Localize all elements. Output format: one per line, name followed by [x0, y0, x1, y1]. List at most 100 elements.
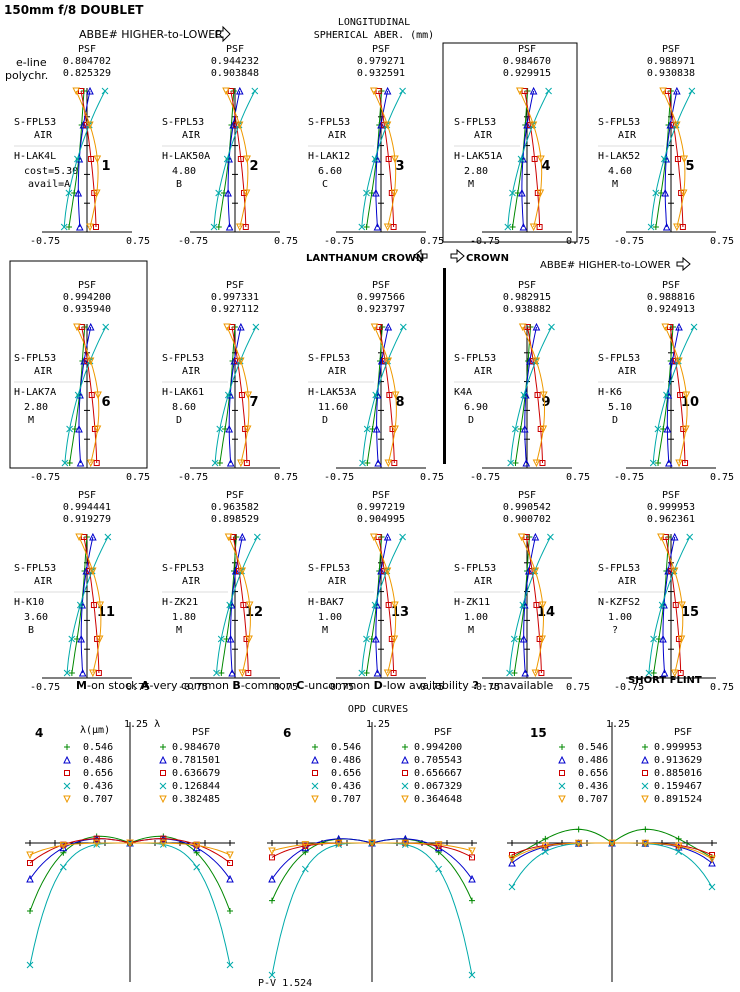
inverted-triangle-marker — [72, 87, 81, 96]
triangle-marker — [374, 458, 382, 467]
inverted-triangle-marker — [659, 87, 667, 96]
psf-header: PSF — [662, 490, 680, 501]
psf-polychromatic-value: 0.932591 — [357, 68, 405, 79]
x-marker — [211, 459, 219, 467]
psf-eline-value: 0.994200 — [63, 292, 111, 303]
x-marker — [102, 323, 110, 331]
x-axis-min-label: -0.75 — [30, 472, 60, 483]
inverted-triangle-marker — [532, 357, 541, 366]
inverted-triangle-marker — [159, 795, 167, 804]
psf-header: PSF — [662, 44, 680, 55]
panel-number: 1 — [101, 159, 110, 174]
aberration-curve-0.707 — [76, 326, 100, 464]
panel-number: 15 — [681, 605, 699, 620]
polychr-label: polychr. — [5, 69, 48, 82]
aberration-curve-0.707 — [662, 90, 686, 228]
front-glass-label: S-FPL53 — [162, 353, 204, 364]
x-axis-min-label: -0.75 — [178, 236, 208, 247]
wavelength-value: 0.486 — [331, 755, 361, 766]
x-axis-min-label: -0.75 — [30, 236, 60, 247]
inverted-triangle-marker — [238, 567, 247, 576]
inverted-triangle-marker — [670, 669, 679, 678]
front-glass-label: S-FPL53 — [14, 117, 56, 128]
x-marker — [159, 782, 167, 790]
avail-b-key: B — [232, 679, 240, 692]
glass-cost: cost=5.30 — [24, 166, 78, 177]
inverted-triangle-marker — [222, 87, 230, 96]
glass-cost: 2.80 — [464, 166, 488, 177]
inverted-triangle-marker — [641, 795, 649, 804]
highlight-box-4 — [442, 42, 578, 243]
inverted-triangle-marker — [515, 87, 524, 96]
inverted-triangle-marker — [558, 795, 566, 804]
aberration-curve-0.546 — [366, 326, 383, 464]
x-marker — [690, 323, 698, 331]
rear-glass-label: H-LAK50A — [162, 151, 210, 162]
panel-number: 7 — [249, 395, 258, 410]
triangle-marker — [529, 86, 538, 95]
wavelength-value: 0.546 — [578, 742, 608, 753]
air-gap-label: AIR — [182, 366, 201, 377]
rear-glass-label: H-LAK61 — [162, 387, 204, 398]
triangle-marker — [228, 668, 236, 677]
inverted-triangle-marker — [675, 357, 683, 366]
psf-eline-value: 0.988971 — [647, 56, 695, 67]
rear-glass-label: H-LAK52 — [598, 151, 640, 162]
avail-d-key: D — [374, 679, 383, 692]
arrow-right-icon — [676, 256, 691, 272]
x-axis-min-label: -0.75 — [324, 682, 354, 693]
triangle-marker — [641, 755, 649, 764]
arrow-left-icon — [413, 248, 428, 264]
psf-polychromatic-value: 0.935940 — [63, 304, 111, 315]
inverted-triangle-marker — [384, 459, 393, 468]
plus-marker — [642, 744, 648, 750]
square-marker — [402, 770, 408, 776]
aberration-curve-0.436 — [510, 326, 552, 464]
aberration-curve-0.707 — [660, 536, 684, 674]
triangle-marker — [238, 532, 247, 541]
square-marker — [709, 852, 715, 858]
square-marker — [64, 770, 70, 776]
opd-scale-label: 1.25 λ — [124, 719, 160, 730]
short-flint-label: SHORT FLINT — [628, 675, 702, 686]
lsa-title-line2: SPHERICAL ABER. (mm) — [314, 30, 434, 41]
opd-psf-value: 0.984670 — [172, 742, 220, 753]
opd-psf-value: 0.636679 — [172, 768, 220, 779]
opd-psf-value: 0.705543 — [414, 755, 462, 766]
opd-psf-header: PSF — [434, 727, 452, 738]
inverted-triangle-marker — [383, 669, 392, 678]
panel-number: 5 — [685, 159, 694, 174]
triangle-marker — [665, 458, 673, 467]
opd-psf-value: 0.781501 — [172, 755, 220, 766]
glass-cost: 3.60 — [24, 612, 48, 623]
triangle-marker — [519, 222, 528, 231]
glass-availability: M — [322, 625, 328, 636]
inverted-triangle-marker — [383, 223, 392, 232]
inverted-triangle-marker — [73, 323, 81, 332]
x-axis-min-label: -0.75 — [324, 472, 354, 483]
opd-psf-value: 0.994200 — [414, 742, 462, 753]
panel-number: 3 — [395, 159, 404, 174]
front-glass-label: S-FPL53 — [162, 117, 204, 128]
square-marker — [227, 860, 233, 866]
pv-label: P-V 1.524 — [258, 978, 312, 989]
panel-number: 14 — [537, 605, 555, 620]
aberration-curve-0.707 — [373, 90, 397, 228]
triangle-marker — [235, 86, 244, 95]
aberration-curve-0.436 — [361, 90, 404, 228]
x-marker — [508, 883, 516, 891]
wavelength-value: 0.656 — [578, 768, 608, 779]
triangle-marker — [63, 755, 71, 764]
rear-glass-label: N-KZFS2 — [598, 597, 640, 608]
opd-psf-value: 0.126844 — [172, 781, 220, 792]
x-axis-max-label: 0.75 — [566, 682, 590, 693]
square-marker — [312, 770, 318, 776]
inverted-triangle-marker — [89, 669, 97, 678]
x-marker — [63, 782, 71, 790]
psf-eline-value: 0.999953 — [647, 502, 695, 513]
inverted-triangle-marker — [224, 533, 233, 542]
x-marker — [399, 323, 407, 331]
opd-psf-value: 0.885016 — [654, 768, 702, 779]
